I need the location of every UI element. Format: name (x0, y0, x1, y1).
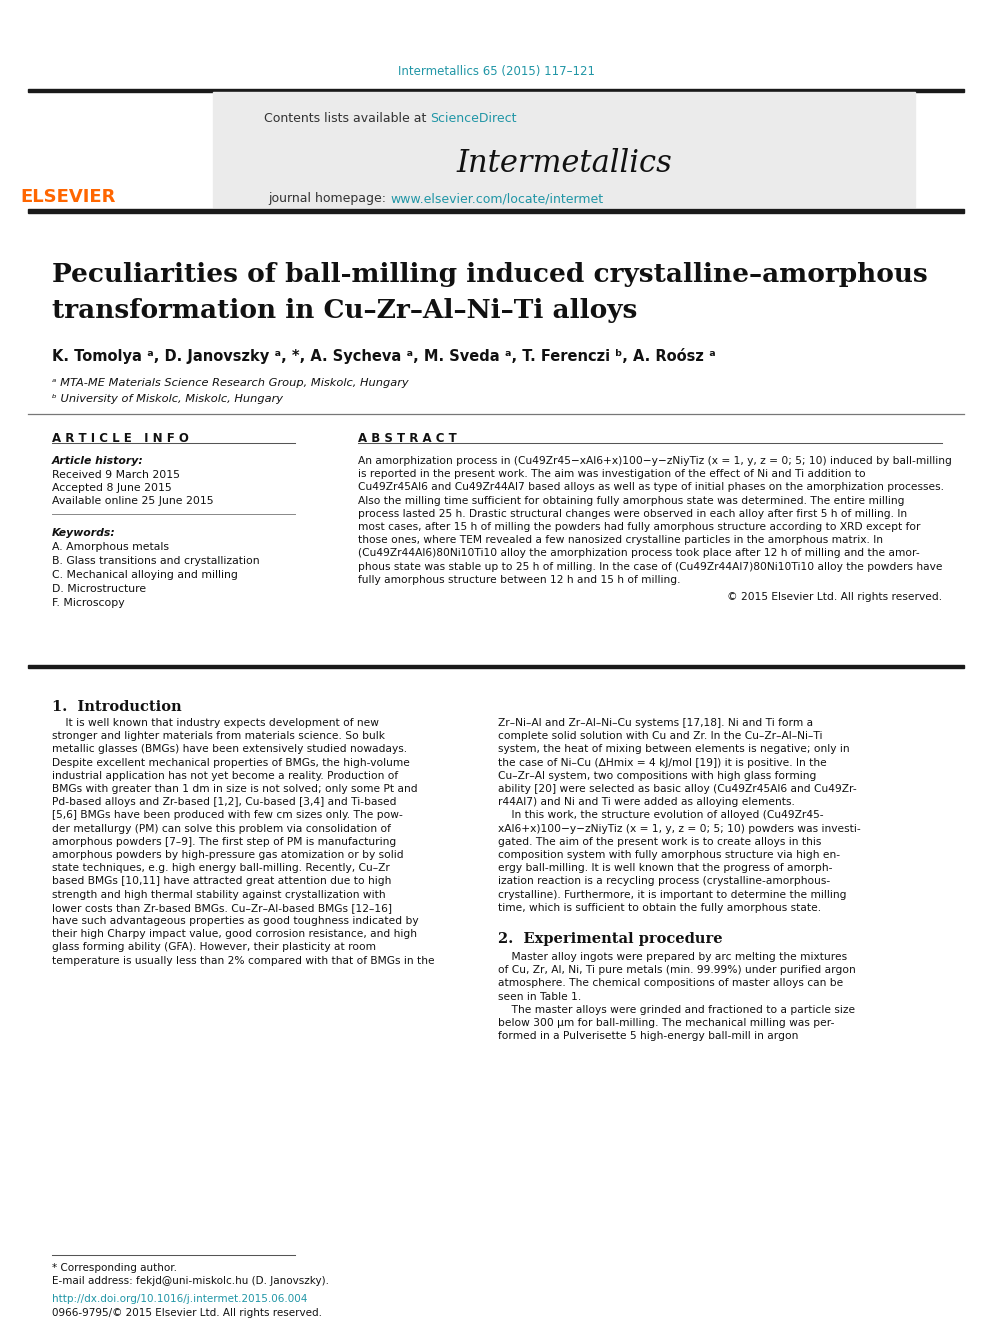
Text: below 300 μm for ball-milling. The mechanical milling was per-: below 300 μm for ball-milling. The mecha… (498, 1017, 834, 1028)
Text: Peculiarities of ball-milling induced crystalline–amorphous: Peculiarities of ball-milling induced cr… (52, 262, 928, 287)
Text: metallic glasses (BMGs) have been extensively studied nowadays.: metallic glasses (BMGs) have been extens… (52, 745, 407, 754)
Text: In this work, the structure evolution of alloyed (Cu49Zr45-: In this work, the structure evolution of… (498, 811, 823, 820)
Text: amorphous powders [7–9]. The first step of PM is manufacturing: amorphous powders [7–9]. The first step … (52, 837, 396, 847)
Text: the case of Ni–Cu (ΔHmix = 4 kJ/mol [19]) it is positive. In the: the case of Ni–Cu (ΔHmix = 4 kJ/mol [19]… (498, 758, 826, 767)
Text: 0966-9795/© 2015 Elsevier Ltd. All rights reserved.: 0966-9795/© 2015 Elsevier Ltd. All right… (52, 1308, 322, 1318)
Text: Intermetallics 65 (2015) 117–121: Intermetallics 65 (2015) 117–121 (398, 65, 594, 78)
Text: ergy ball-milling. It is well known that the progress of amorph-: ergy ball-milling. It is well known that… (498, 863, 832, 873)
Text: 1.  Introduction: 1. Introduction (52, 700, 182, 714)
Text: strength and high thermal stability against crystallization with: strength and high thermal stability agai… (52, 889, 386, 900)
Text: Contents lists available at: Contents lists available at (264, 112, 430, 124)
Text: based BMGs [10,11] have attracted great attention due to high: based BMGs [10,11] have attracted great … (52, 876, 392, 886)
Text: fully amorphous structure between 12 h and 15 h of milling.: fully amorphous structure between 12 h a… (358, 574, 681, 585)
Text: C. Mechanical alloying and milling: C. Mechanical alloying and milling (52, 570, 238, 579)
Text: stronger and lighter materials from materials science. So bulk: stronger and lighter materials from mate… (52, 732, 385, 741)
Text: ization reaction is a recycling process (crystalline-amorphous-: ization reaction is a recycling process … (498, 876, 830, 886)
Text: Zr–Ni–Al and Zr–Al–Ni–Cu systems [17,18]. Ni and Ti form a: Zr–Ni–Al and Zr–Al–Ni–Cu systems [17,18]… (498, 718, 813, 728)
Text: Cu49Zr45Al6 and Cu49Zr44Al7 based alloys as well as type of initial phases on th: Cu49Zr45Al6 and Cu49Zr44Al7 based alloys… (358, 483, 944, 492)
Text: BMGs with greater than 1 dm in size is not solved; only some Pt and: BMGs with greater than 1 dm in size is n… (52, 785, 418, 794)
Text: crystalline). Furthermore, it is important to determine the milling: crystalline). Furthermore, it is importa… (498, 889, 846, 900)
Text: lower costs than Zr-based BMGs. Cu–Zr–Al-based BMGs [12–16]: lower costs than Zr-based BMGs. Cu–Zr–Al… (52, 902, 392, 913)
Text: time, which is sufficient to obtain the fully amorphous state.: time, which is sufficient to obtain the … (498, 902, 821, 913)
Text: * Corresponding author.: * Corresponding author. (52, 1263, 177, 1273)
Text: D. Microstructure: D. Microstructure (52, 583, 146, 594)
Text: Cu–Zr–Al system, two compositions with high glass forming: Cu–Zr–Al system, two compositions with h… (498, 771, 816, 781)
Text: is reported in the present work. The aim was investigation of the effect of Ni a: is reported in the present work. The aim… (358, 470, 866, 479)
Text: www.elsevier.com/locate/intermet: www.elsevier.com/locate/intermet (390, 192, 603, 205)
Text: glass forming ability (GFA). However, their plasticity at room: glass forming ability (GFA). However, th… (52, 942, 376, 953)
Text: system, the heat of mixing between elements is negative; only in: system, the heat of mixing between eleme… (498, 745, 849, 754)
Text: A. Amorphous metals: A. Amorphous metals (52, 542, 169, 552)
Text: Accepted 8 June 2015: Accepted 8 June 2015 (52, 483, 172, 493)
Text: those ones, where TEM revealed a few nanosized crystalline particles in the amor: those ones, where TEM revealed a few nan… (358, 536, 883, 545)
Text: amorphous powders by high-pressure gas atomization or by solid: amorphous powders by high-pressure gas a… (52, 849, 404, 860)
Bar (28, 89, 964, 93)
Text: ᵃ MTA-ME Materials Science Research Group, Miskolc, Hungary: ᵃ MTA-ME Materials Science Research Grou… (52, 378, 409, 388)
Text: of Cu, Zr, Al, Ni, Ti pure metals (min. 99.99%) under purified argon: of Cu, Zr, Al, Ni, Ti pure metals (min. … (498, 966, 856, 975)
Text: journal homepage:: journal homepage: (268, 192, 390, 205)
Text: complete solid solution with Cu and Zr. In the Cu–Zr–Al–Ni–Ti: complete solid solution with Cu and Zr. … (498, 732, 822, 741)
Text: ᵇ University of Miskolc, Miskolc, Hungary: ᵇ University of Miskolc, Miskolc, Hungar… (52, 394, 283, 404)
Text: K. Tomolya ᵃ, D. Janovszky ᵃ, *, A. Sycheva ᵃ, M. Sveda ᵃ, T. Ferenczi ᵇ, A. Roó: K. Tomolya ᵃ, D. Janovszky ᵃ, *, A. Sych… (52, 348, 716, 364)
Text: Despite excellent mechanical properties of BMGs, the high-volume: Despite excellent mechanical properties … (52, 758, 410, 767)
Text: Also the milling time sufficient for obtaining fully amorphous state was determi: Also the milling time sufficient for obt… (358, 496, 905, 505)
Text: E-mail address: fekjd@uni-miskolc.hu (D. Janovszky).: E-mail address: fekjd@uni-miskolc.hu (D.… (52, 1275, 329, 1286)
Text: phous state was stable up to 25 h of milling. In the case of (Cu49Zr44Al7)80Ni10: phous state was stable up to 25 h of mil… (358, 561, 942, 572)
Bar (213, 93, 915, 206)
Text: It is well known that industry expects development of new: It is well known that industry expects d… (52, 718, 379, 728)
Text: formed in a Pulverisette 5 high-energy ball-mill in argon: formed in a Pulverisette 5 high-energy b… (498, 1031, 799, 1041)
Text: der metallurgy (PM) can solve this problem via consolidation of: der metallurgy (PM) can solve this probl… (52, 824, 391, 833)
Text: (Cu49Zr44Al6)80Ni10Ti10 alloy the amorphization process took place after 12 h of: (Cu49Zr44Al6)80Ni10Ti10 alloy the amorph… (358, 549, 920, 558)
Bar (28, 209, 964, 213)
Text: their high Charpy impact value, good corrosion resistance, and high: their high Charpy impact value, good cor… (52, 929, 417, 939)
Text: F. Microscopy: F. Microscopy (52, 598, 125, 609)
Text: atmosphere. The chemical compositions of master alloys can be: atmosphere. The chemical compositions of… (498, 979, 843, 988)
Text: An amorphization process in (Cu49Zr45−xAl6+x)100−y−zNiyTiz (x = 1, y, z = 0; 5; : An amorphization process in (Cu49Zr45−xA… (358, 456, 952, 466)
Text: Available online 25 June 2015: Available online 25 June 2015 (52, 496, 213, 505)
Text: transformation in Cu–Zr–Al–Ni–Ti alloys: transformation in Cu–Zr–Al–Ni–Ti alloys (52, 298, 638, 323)
Text: http://dx.doi.org/10.1016/j.intermet.2015.06.004: http://dx.doi.org/10.1016/j.intermet.201… (52, 1294, 308, 1304)
Text: Received 9 March 2015: Received 9 March 2015 (52, 470, 180, 480)
Text: state techniques, e.g. high energy ball-milling. Recently, Cu–Zr: state techniques, e.g. high energy ball-… (52, 863, 390, 873)
Text: A R T I C L E   I N F O: A R T I C L E I N F O (52, 433, 188, 445)
Text: seen in Table 1.: seen in Table 1. (498, 992, 581, 1002)
Text: xAl6+x)100−y−zNiyTiz (x = 1, y, z = 0; 5; 10) powders was investi-: xAl6+x)100−y−zNiyTiz (x = 1, y, z = 0; 5… (498, 824, 861, 833)
Text: Pd-based alloys and Zr-based [1,2], Cu-based [3,4] and Ti-based: Pd-based alloys and Zr-based [1,2], Cu-b… (52, 798, 397, 807)
Text: B. Glass transitions and crystallization: B. Glass transitions and crystallization (52, 556, 260, 566)
Text: Intermetallics: Intermetallics (456, 148, 672, 179)
Text: industrial application has not yet become a reality. Production of: industrial application has not yet becom… (52, 771, 398, 781)
Text: Article history:: Article history: (52, 456, 144, 466)
Text: [5,6] BMGs have been produced with few cm sizes only. The pow-: [5,6] BMGs have been produced with few c… (52, 811, 403, 820)
Text: ability [20] were selected as basic alloy (Cu49Zr45Al6 and Cu49Zr-: ability [20] were selected as basic allo… (498, 785, 857, 794)
Text: ScienceDirect: ScienceDirect (430, 112, 517, 124)
Text: Keywords:: Keywords: (52, 528, 116, 538)
Text: © 2015 Elsevier Ltd. All rights reserved.: © 2015 Elsevier Ltd. All rights reserved… (727, 591, 942, 602)
Text: Master alloy ingots were prepared by arc melting the mixtures: Master alloy ingots were prepared by arc… (498, 953, 847, 962)
Text: temperature is usually less than 2% compared with that of BMGs in the: temperature is usually less than 2% comp… (52, 955, 434, 966)
Text: ELSEVIER: ELSEVIER (20, 188, 116, 206)
Text: gated. The aim of the present work is to create alloys in this: gated. The aim of the present work is to… (498, 837, 821, 847)
Bar (28, 665, 964, 668)
Text: r44Al7) and Ni and Ti were added as alloying elements.: r44Al7) and Ni and Ti were added as allo… (498, 798, 795, 807)
Text: A B S T R A C T: A B S T R A C T (358, 433, 456, 445)
Text: 2.  Experimental procedure: 2. Experimental procedure (498, 931, 722, 946)
Text: most cases, after 15 h of milling the powders had fully amorphous structure acco: most cases, after 15 h of milling the po… (358, 523, 921, 532)
Text: The master alloys were grinded and fractioned to a particle size: The master alloys were grinded and fract… (498, 1004, 855, 1015)
Text: have such advantageous properties as good toughness indicated by: have such advantageous properties as goo… (52, 916, 419, 926)
Text: composition system with fully amorphous structure via high en-: composition system with fully amorphous … (498, 849, 840, 860)
Text: process lasted 25 h. Drastic structural changes were observed in each alloy afte: process lasted 25 h. Drastic structural … (358, 509, 907, 519)
